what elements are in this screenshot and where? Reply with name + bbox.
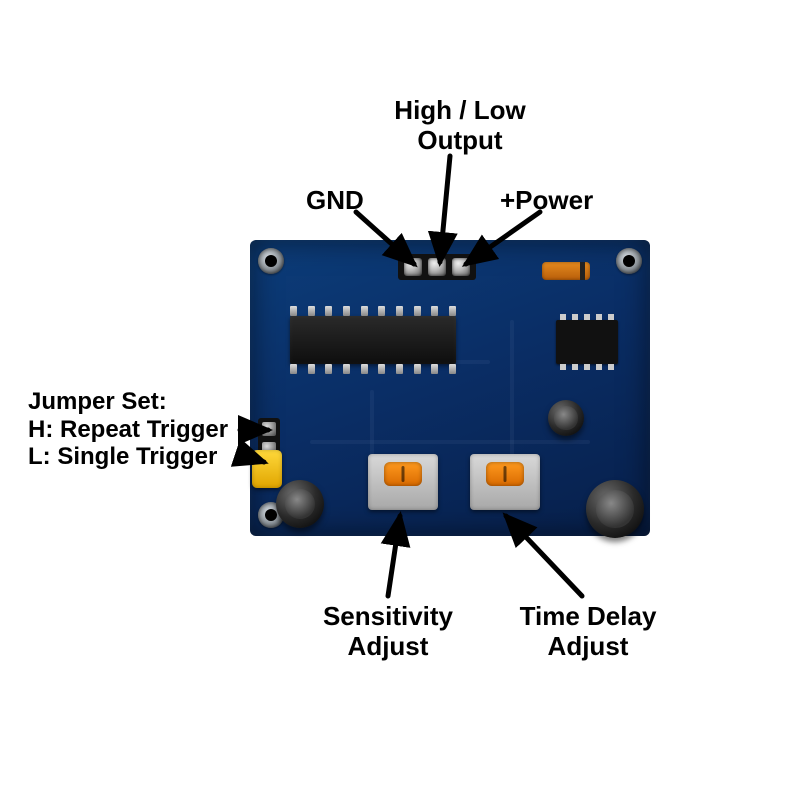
time-delay-pot (470, 454, 540, 510)
capacitor (586, 480, 644, 538)
jumper-cap (252, 450, 282, 488)
diagram-stage: High / Low Output GND +Power Jumper Set:… (0, 0, 800, 800)
mounting-hole (616, 248, 642, 274)
label-time-delay: Time Delay Adjust (520, 602, 657, 662)
header-pins (398, 254, 476, 280)
mounting-hole (258, 248, 284, 274)
pot-knob-icon (486, 462, 524, 486)
sensitivity-pot (368, 454, 438, 510)
label-high-low: High / Low Output (394, 96, 525, 156)
regulator-ic (556, 320, 618, 364)
pin-gnd (404, 258, 422, 276)
label-sensitivity: Sensitivity Adjust (323, 602, 453, 662)
pin-out (428, 258, 446, 276)
diode (542, 262, 590, 280)
label-power: +Power (500, 186, 593, 216)
label-jumper-set: Jumper Set: H: Repeat Trigger L: Single … (28, 388, 228, 471)
pin-vcc (452, 258, 470, 276)
pot-knob-icon (384, 462, 422, 486)
main-ic (290, 316, 456, 364)
label-gnd: GND (306, 186, 364, 216)
capacitor (548, 400, 584, 436)
capacitor (276, 480, 324, 528)
